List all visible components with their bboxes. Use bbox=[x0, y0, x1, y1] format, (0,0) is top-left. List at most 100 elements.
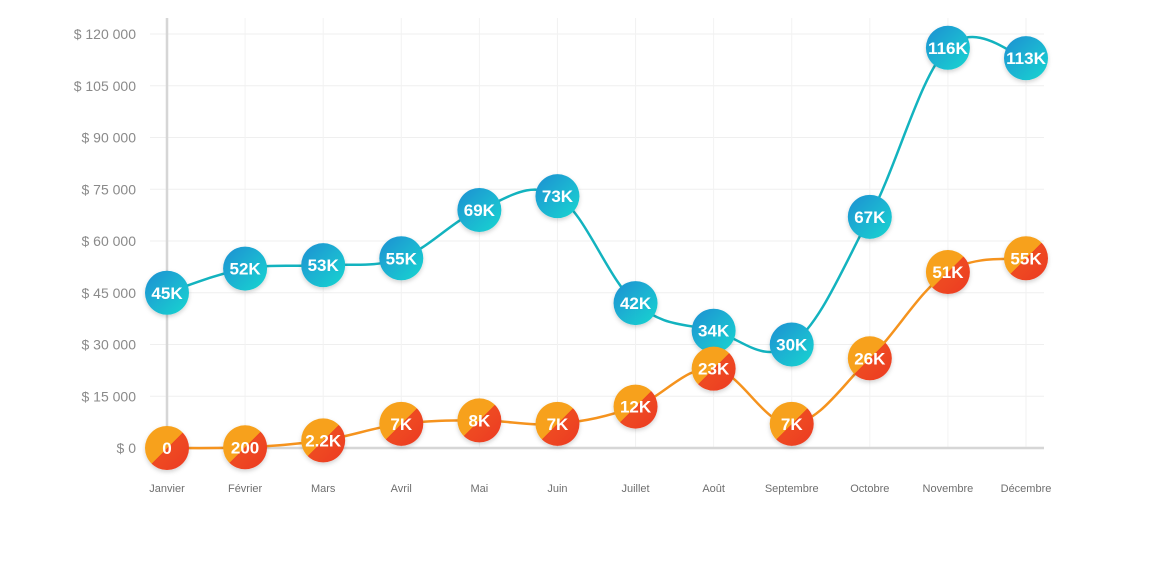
data-point-marker bbox=[613, 384, 658, 429]
grid-lines bbox=[150, 18, 1044, 448]
data-point: 55K bbox=[1004, 236, 1048, 281]
data-point-marker bbox=[1004, 36, 1048, 81]
data-point: 7K bbox=[769, 401, 814, 446]
y-axis-ticks: $ 0 $ 15 000 $ 30 000 $ 45 000 $ 60 000 $ 75 … bbox=[74, 26, 137, 456]
data-point-marker bbox=[535, 174, 580, 219]
axes bbox=[150, 18, 1044, 450]
y-tick-label: $ 60 000 bbox=[82, 233, 137, 249]
data-point: 34K bbox=[691, 308, 736, 353]
data-label: 30K bbox=[776, 336, 808, 355]
x-tick-label: Décembre bbox=[1001, 483, 1052, 495]
data-label: 113K bbox=[1006, 49, 1046, 68]
data-point: 73K bbox=[535, 174, 580, 219]
data-label: 0 bbox=[162, 439, 171, 458]
data-point-marker bbox=[847, 336, 892, 381]
x-tick-label: Février bbox=[228, 483, 263, 495]
y-tick-label: $ 75 000 bbox=[82, 181, 137, 197]
data-point-marker bbox=[691, 308, 736, 353]
data-label: 53K bbox=[308, 256, 340, 275]
data-point: 51K bbox=[925, 250, 970, 295]
x-tick-label: Mars bbox=[311, 483, 336, 495]
x-tick-label: Novembre bbox=[923, 483, 974, 495]
y-tick-label: $ 45 000 bbox=[82, 285, 137, 301]
data-point-marker bbox=[145, 426, 189, 470]
data-point: 23K bbox=[691, 346, 736, 391]
data-point-marker bbox=[223, 425, 268, 470]
x-tick-label: Janvier bbox=[149, 483, 185, 495]
data-label: 34K bbox=[698, 322, 730, 341]
data-point-marker bbox=[457, 398, 502, 443]
y-tick-label: $ 120 000 bbox=[74, 26, 136, 42]
x-tick-label: Juin bbox=[547, 483, 567, 495]
data-label: 7K bbox=[547, 415, 569, 434]
data-point: 113K bbox=[1004, 36, 1048, 81]
data-point-marker bbox=[769, 401, 814, 446]
data-label: 116K bbox=[928, 39, 968, 58]
data-label: 12K bbox=[620, 398, 652, 417]
x-tick-label: Avril bbox=[391, 483, 412, 495]
series-line-1 bbox=[165, 257, 1028, 450]
data-label: 2.2K bbox=[305, 431, 342, 450]
data-label: 45K bbox=[151, 284, 183, 303]
data-point-marker bbox=[691, 346, 736, 391]
y-tick-label: $ 90 000 bbox=[82, 130, 137, 146]
data-point-marker bbox=[223, 246, 268, 291]
data-label: 8K bbox=[468, 411, 490, 430]
data-label: 23K bbox=[698, 360, 730, 379]
data-point: 55K bbox=[379, 236, 424, 281]
data-point-marker bbox=[145, 270, 189, 315]
data-label: 73K bbox=[542, 187, 574, 206]
data-label: 7K bbox=[781, 415, 803, 434]
data-point: 67K bbox=[847, 194, 892, 239]
y-tick-label: $ 30 000 bbox=[82, 337, 137, 353]
data-point-marker bbox=[457, 187, 502, 232]
data-point-marker bbox=[535, 401, 580, 446]
data-point: 0 bbox=[145, 426, 189, 470]
y-tick-label: $ 105 000 bbox=[74, 78, 136, 94]
y-tick-label: $ 15 000 bbox=[82, 388, 137, 404]
data-label: 51K bbox=[932, 263, 964, 282]
data-point: 26K bbox=[847, 336, 892, 381]
data-point: 8K bbox=[457, 398, 502, 443]
data-label: 69K bbox=[464, 201, 496, 220]
y-tick-label: $ 0 bbox=[117, 440, 137, 456]
data-point-marker bbox=[379, 401, 424, 446]
x-tick-label: Mai bbox=[470, 483, 488, 495]
data-point-marker bbox=[925, 250, 970, 295]
data-point: 53K bbox=[301, 243, 346, 288]
data-point-marker bbox=[301, 418, 346, 463]
data-point: 7K bbox=[535, 401, 580, 446]
data-label: 200 bbox=[231, 438, 259, 457]
x-tick-label: Août bbox=[702, 483, 725, 495]
data-point-marker bbox=[613, 281, 658, 326]
x-tick-label: Octobre bbox=[850, 483, 889, 495]
series-line-0 bbox=[165, 35, 1028, 354]
data-label: 55K bbox=[386, 249, 418, 268]
x-axis-ticks: Janvier Février Mars Avril Mai Juin Juillet Aoû… bbox=[149, 483, 1051, 495]
series-lines bbox=[165, 35, 1028, 450]
data-point: 69K bbox=[457, 187, 502, 232]
x-tick-label: Septembre bbox=[765, 483, 819, 495]
data-label: 67K bbox=[854, 208, 886, 227]
data-point-marker bbox=[847, 194, 892, 239]
data-point: 116K bbox=[925, 25, 970, 70]
series-points: 45K 52K 53K 55K 69K 73K 42K 34K 30K 67K 116K 113K 0 2… bbox=[145, 25, 1048, 470]
data-label: 55K bbox=[1010, 249, 1042, 268]
data-point-marker bbox=[301, 243, 346, 288]
data-point: 200 bbox=[223, 425, 268, 470]
data-point-marker bbox=[1004, 236, 1048, 281]
data-point-marker bbox=[379, 236, 424, 281]
data-point: 7K bbox=[379, 401, 424, 446]
x-tick-label: Juillet bbox=[621, 483, 649, 495]
data-point: 45K bbox=[145, 270, 189, 315]
data-point: 30K bbox=[769, 322, 814, 367]
data-point: 52K bbox=[223, 246, 268, 291]
data-label: 7K bbox=[390, 415, 412, 434]
data-label: 42K bbox=[620, 294, 652, 313]
data-point-marker bbox=[769, 322, 814, 367]
data-point: 12K bbox=[613, 384, 658, 429]
data-point: 42K bbox=[613, 281, 658, 326]
data-label: 52K bbox=[229, 260, 261, 279]
data-point-marker bbox=[925, 25, 970, 70]
